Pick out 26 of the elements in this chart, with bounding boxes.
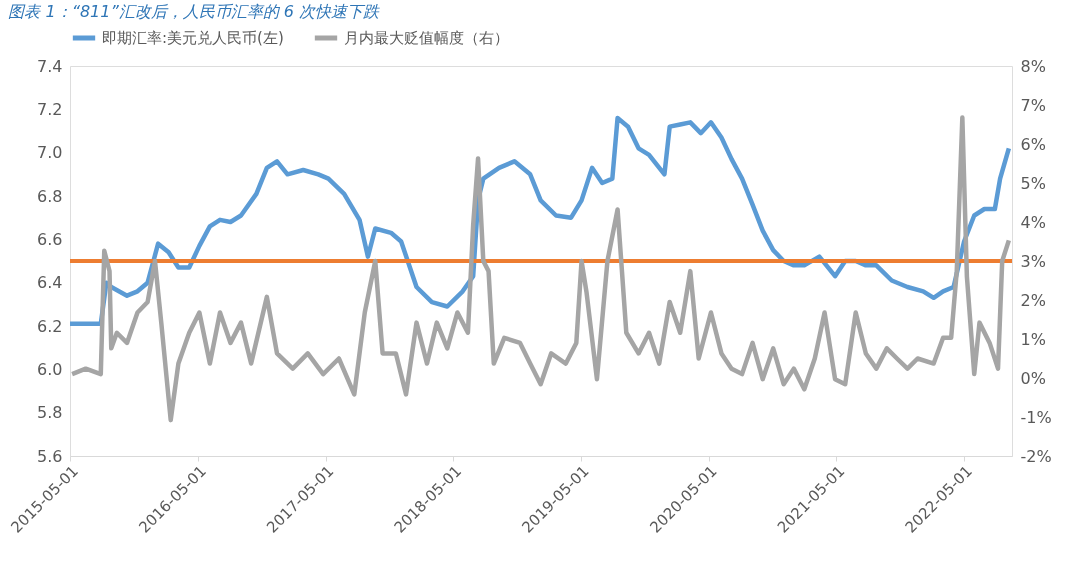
chart-title: 图表 1：“811”汇改后，人民币汇率的 6 次快速下跌 bbox=[8, 2, 381, 21]
y-tick-label: 5.6 bbox=[37, 446, 63, 466]
y-tick-label: 6.8 bbox=[37, 186, 63, 206]
y-tick-label: 6.4 bbox=[37, 273, 63, 293]
y-tick-label: 7.0 bbox=[37, 143, 63, 163]
legend-label: 月内最大贬值幅度（右） bbox=[344, 29, 509, 47]
legend-label: 即期汇率:美元兑人民币(左) bbox=[102, 29, 284, 47]
y2-tick-label: -2% bbox=[1020, 446, 1052, 466]
y2-tick-label: 0% bbox=[1020, 368, 1046, 388]
y2-tick-label: 3% bbox=[1020, 251, 1046, 271]
y2-tick-label: 6% bbox=[1020, 134, 1046, 154]
y-tick-label: 6.0 bbox=[37, 359, 63, 379]
y2-tick-label: 8% bbox=[1020, 56, 1046, 76]
y2-tick-label: -1% bbox=[1020, 407, 1052, 427]
y2-tick-label: 2% bbox=[1020, 290, 1046, 310]
line-series bbox=[69, 115, 1012, 423]
line-series bbox=[67, 115, 1012, 327]
y2-tick-label: 7% bbox=[1020, 95, 1046, 115]
y-tick-label: 6.2 bbox=[37, 316, 63, 336]
y-tick-label: 7.2 bbox=[37, 99, 63, 119]
y-tick-label: 7.4 bbox=[37, 56, 63, 76]
y2-tick-label: 1% bbox=[1020, 329, 1046, 349]
y2-tick-label: 5% bbox=[1020, 173, 1046, 193]
y-tick-label: 5.8 bbox=[37, 403, 63, 423]
y-tick-label: 6.6 bbox=[37, 229, 63, 249]
y2-tick-label: 4% bbox=[1020, 212, 1046, 232]
